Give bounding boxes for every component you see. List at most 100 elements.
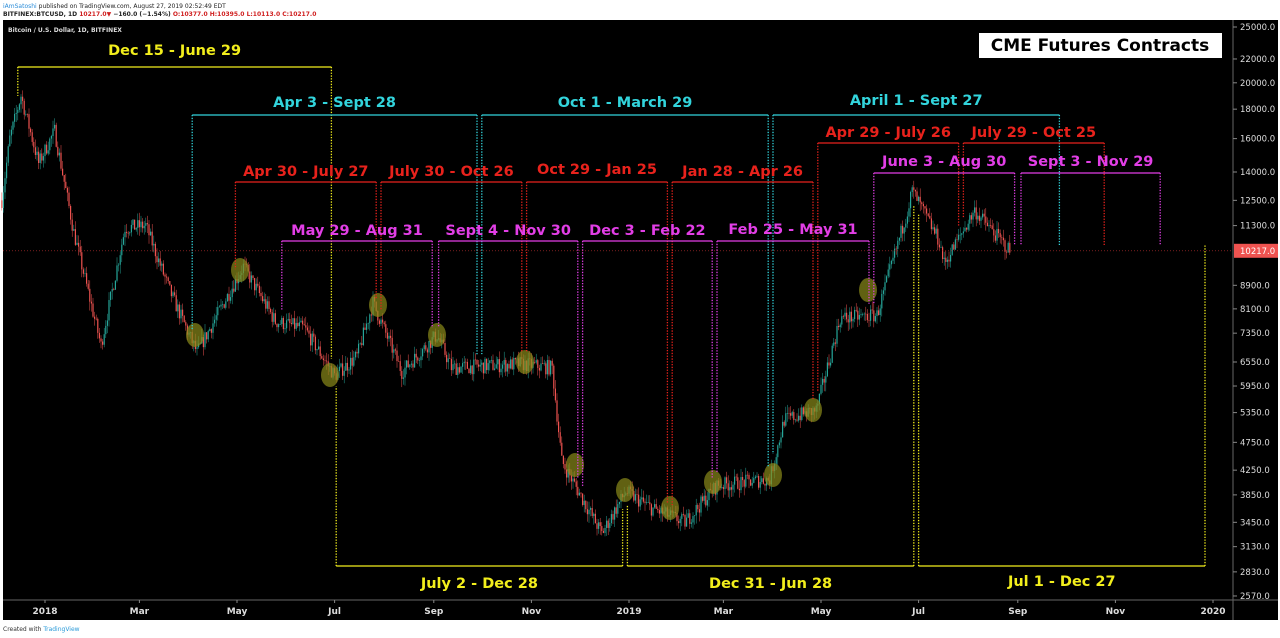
candle-body — [586, 509, 588, 515]
candle-body — [404, 367, 406, 378]
candle-body — [90, 301, 92, 304]
candle-body — [903, 227, 905, 234]
candle-body — [6, 162, 8, 179]
candle-body — [26, 113, 28, 115]
candle-body — [273, 313, 275, 322]
bracket-label: Sept 3 - Nov 29 — [1028, 154, 1154, 170]
candle-body — [95, 318, 97, 320]
candle-body — [953, 244, 955, 250]
candle-body — [490, 360, 492, 361]
cme-badge-text: CME Futures Contracts — [991, 36, 1210, 56]
candle-body — [654, 504, 656, 508]
candle-body — [306, 327, 308, 331]
candle-body — [495, 364, 497, 369]
candle-body — [935, 228, 937, 234]
candle-body — [297, 322, 299, 327]
candle-body — [988, 225, 990, 227]
candle-body — [727, 483, 729, 491]
highlight-circle — [859, 278, 877, 302]
candle-body — [260, 293, 262, 297]
candle-body — [362, 327, 364, 346]
candle-body — [1007, 242, 1009, 253]
candle-body — [153, 243, 155, 246]
candle-body — [822, 378, 824, 385]
candle-body — [498, 359, 500, 373]
y-tick-label: 5950.0 — [1240, 382, 1270, 392]
candle-body — [737, 477, 739, 489]
candle-body — [257, 283, 259, 286]
candle-body — [879, 308, 881, 316]
candle-body — [686, 517, 688, 527]
candle-body — [833, 342, 835, 346]
candle-body — [657, 508, 659, 511]
bracket-label: Oct 29 - Jan 25 — [537, 162, 657, 178]
candle-body — [425, 345, 427, 350]
candle-body — [255, 283, 257, 291]
candle-body — [644, 501, 646, 503]
candle-body — [534, 362, 536, 363]
candle-body — [505, 360, 507, 372]
candle-body — [465, 361, 467, 363]
last-price-badge — [1234, 243, 1278, 258]
y-tick-label: 5350.0 — [1240, 409, 1270, 419]
candle-body — [799, 415, 801, 420]
candle-body — [558, 421, 560, 433]
candle-body — [1002, 237, 1004, 241]
candle-body — [380, 319, 382, 324]
price-axis[interactable]: 25000.0 22000.0 20000.0 18000.0 16000.0 14000… — [3, 23, 1278, 602]
candle-body — [233, 288, 235, 292]
cme-badge — [979, 33, 1222, 58]
footer-text: Created with — [3, 626, 42, 633]
candle-body — [1006, 251, 1008, 253]
candle-body — [50, 135, 52, 139]
candle-body — [854, 309, 856, 319]
candle-body — [497, 359, 499, 365]
tradingview-logo[interactable]: TradingView — [43, 626, 80, 633]
candle-body — [108, 300, 110, 321]
candle-body — [300, 320, 302, 323]
candle-body — [178, 304, 180, 319]
open: O:10377.0 — [172, 11, 208, 18]
price-chart[interactable]: Bitcoin / U.S. Dollar, 1D, BITFINEX Dec … — [0, 0, 1280, 622]
candle-body — [649, 502, 651, 505]
candle-body — [142, 221, 144, 229]
candle-body — [383, 322, 385, 325]
candle-body — [489, 360, 491, 364]
candle-body — [346, 362, 348, 371]
candle-body — [47, 150, 49, 154]
candle-body — [938, 244, 940, 248]
bracket-label: April 1 - Sept 27 — [850, 93, 983, 109]
candle-body — [919, 196, 921, 203]
candle-body — [964, 227, 966, 232]
candle-body — [982, 213, 984, 218]
candle-body — [145, 223, 147, 226]
candle-body — [172, 292, 174, 297]
candle-body — [562, 455, 564, 465]
candle-body — [12, 121, 14, 130]
candle-body — [63, 175, 65, 182]
candle-body — [839, 324, 841, 328]
author-link[interactable]: iAmSatoshi — [3, 3, 37, 10]
candle-body — [94, 316, 96, 319]
candle-body — [882, 290, 884, 294]
candle-body — [70, 205, 72, 220]
candle-body — [44, 144, 46, 157]
candle-body — [1, 200, 3, 208]
candle-body — [506, 364, 508, 372]
annotation-sept-4-nov-30: Sept 4 - Nov 30 — [437, 223, 579, 479]
highlight-circle — [616, 478, 634, 502]
candle-body — [780, 437, 782, 443]
candle-body — [790, 413, 792, 416]
candle-body — [308, 330, 310, 334]
candle-body — [182, 309, 184, 316]
candle-body — [396, 350, 398, 362]
candle-body — [570, 475, 572, 482]
candle-body — [614, 507, 616, 520]
candle-body — [222, 304, 224, 305]
candle-body — [303, 324, 305, 326]
candle-body — [28, 114, 30, 129]
time-axis[interactable]: 2018 Mar May Jul Sep Nov 2019 Mar May Jul Sep Nov 20… — [32, 600, 1226, 617]
candle-body — [10, 129, 12, 136]
candle-body — [258, 285, 260, 294]
candle-body — [466, 362, 468, 369]
